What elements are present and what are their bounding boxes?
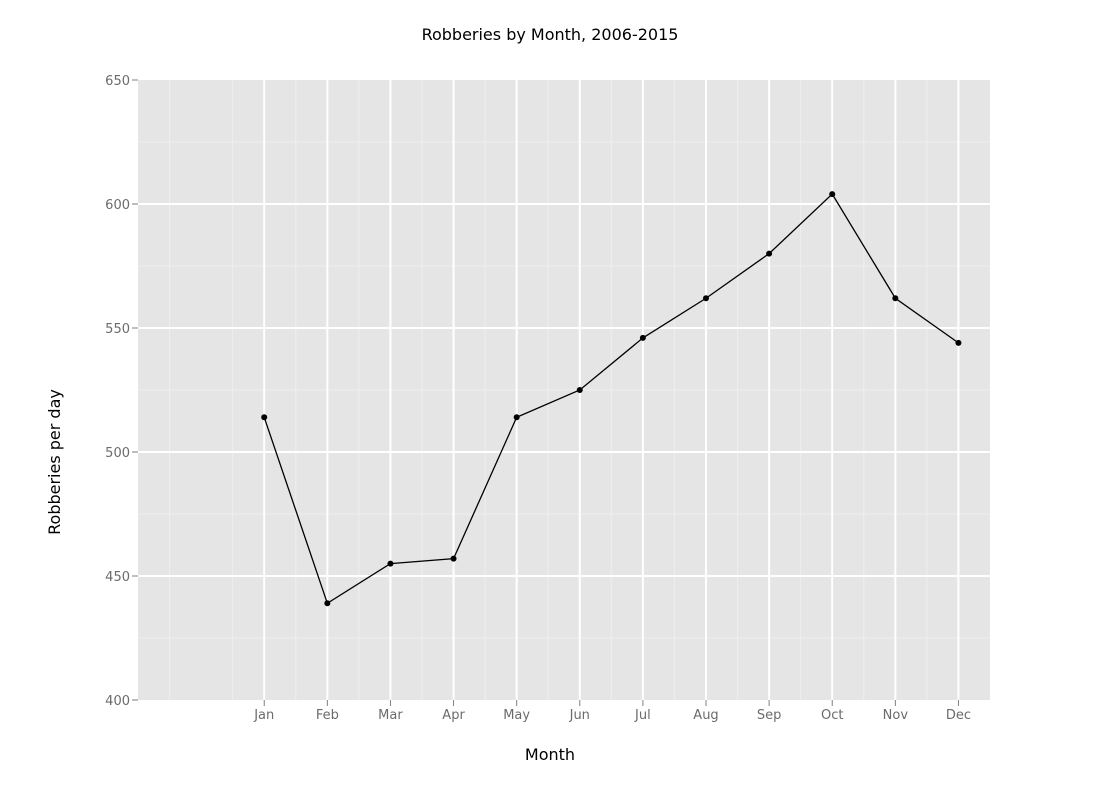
data-point: [639, 334, 646, 341]
data-point: [387, 560, 394, 567]
data-point: [324, 600, 331, 607]
y-tick-label: 450: [105, 570, 130, 585]
y-tick-label: 550: [105, 322, 130, 337]
x-tick-label: May: [503, 708, 530, 723]
x-tick-label: Oct: [821, 708, 843, 723]
y-axis-title: Robberies per day: [45, 389, 64, 535]
x-tick-label: Jul: [634, 708, 651, 723]
y-tick-label: 500: [105, 446, 130, 461]
x-tick-label: Jun: [569, 708, 590, 723]
x-tick-label: Sep: [757, 708, 782, 723]
y-tick-label: 650: [105, 74, 130, 89]
data-point: [450, 555, 457, 562]
y-tick-label: 400: [105, 694, 130, 709]
data-point: [829, 191, 836, 198]
x-tick-label: Feb: [316, 708, 339, 723]
x-tick-label: Mar: [378, 708, 403, 723]
chart-title: Robberies by Month, 2006-2015: [422, 25, 679, 44]
minor-gridlines: [138, 80, 990, 700]
series-group: [261, 191, 962, 607]
y-tick-label: 600: [105, 198, 130, 213]
data-point: [261, 414, 268, 421]
data-point: [766, 250, 773, 257]
x-tick-label: Apr: [442, 708, 465, 723]
x-axis-title: Month: [525, 745, 575, 764]
series-line: [263, 193, 959, 605]
data-point: [513, 414, 520, 421]
data-point: [955, 339, 962, 346]
x-tick-label: Aug: [693, 708, 718, 723]
data-point: [576, 387, 583, 393]
major-gridlines: [138, 80, 990, 700]
x-tick-label: Jan: [253, 708, 274, 723]
axes: 400 450 500 550 600 650 Jan Feb Mar Apr May Jun Jul A…: [105, 74, 971, 723]
x-tick-label: Nov: [883, 708, 909, 723]
data-point: [703, 295, 709, 302]
data-point: [892, 295, 899, 302]
x-tick-label: Dec: [946, 708, 971, 723]
